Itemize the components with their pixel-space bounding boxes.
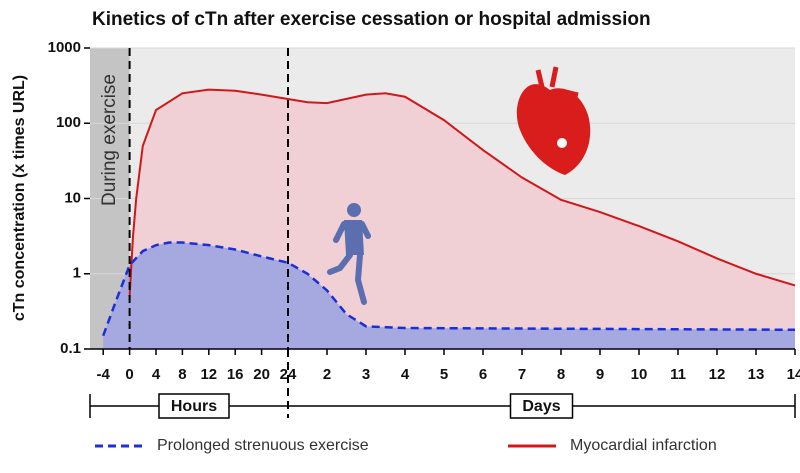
area-fill: [103, 242, 795, 349]
x-tick-label: 3: [362, 366, 370, 383]
segment-box: [509, 393, 574, 419]
runner-icon: [327, 203, 371, 305]
chart-title: Kinetics of cTn after exercise cessation…: [92, 9, 651, 30]
x-tick-label: 7: [518, 366, 526, 383]
heart-icon: [516, 66, 591, 175]
x-tick-label: 5: [440, 366, 448, 383]
shaded-region-label: During exercise: [99, 74, 120, 206]
x-tick-label: 24: [280, 366, 297, 383]
x-tick-label: 14: [787, 366, 800, 383]
heart-spot: [557, 138, 567, 148]
x-tick-label: 2: [323, 366, 331, 383]
heart-shape: [516, 84, 591, 175]
x-tick-label: 0: [125, 366, 133, 383]
x-tick-label: 20: [253, 366, 270, 383]
y-axis-label: cTn concentration (x times URL): [11, 75, 28, 321]
segment-label: Hours: [171, 398, 217, 415]
x-tick-label: 8: [557, 366, 565, 383]
x-tick-label: 6: [479, 366, 487, 383]
runner-head: [347, 203, 361, 217]
x-tick-label: 13: [748, 366, 765, 383]
x-tick-label: 4: [401, 366, 410, 383]
runner-body: [344, 220, 364, 255]
legend-label: Prolonged strenuous exercise: [157, 437, 369, 454]
y-tick-label: 1000: [48, 39, 81, 56]
x-tick-label: 11: [670, 366, 686, 383]
y-tick-label: 100: [56, 114, 81, 131]
heart-vessels: [535, 66, 579, 98]
y-tick-label: 0.1: [60, 340, 81, 357]
segment-box: [158, 393, 230, 419]
legend-label: Myocardial infarction: [570, 437, 717, 454]
x-tick-label: 10: [631, 366, 648, 383]
y-tick-label: 1: [73, 265, 81, 282]
x-tick-label: 9: [596, 366, 604, 383]
x-tick-label: -4: [97, 366, 111, 383]
x-tick-label: 12: [200, 366, 217, 383]
series-line: [128, 88, 796, 297]
x-tick-label: 4: [152, 366, 161, 383]
x-tick-label: 8: [178, 366, 186, 383]
y-tick-label: 10: [64, 189, 81, 206]
runner-limbs: [327, 221, 371, 305]
x-tick-label: 12: [709, 366, 726, 383]
series-line: [102, 241, 796, 337]
segment-label: Days: [522, 398, 560, 415]
x-tick-label: 16: [227, 366, 244, 383]
